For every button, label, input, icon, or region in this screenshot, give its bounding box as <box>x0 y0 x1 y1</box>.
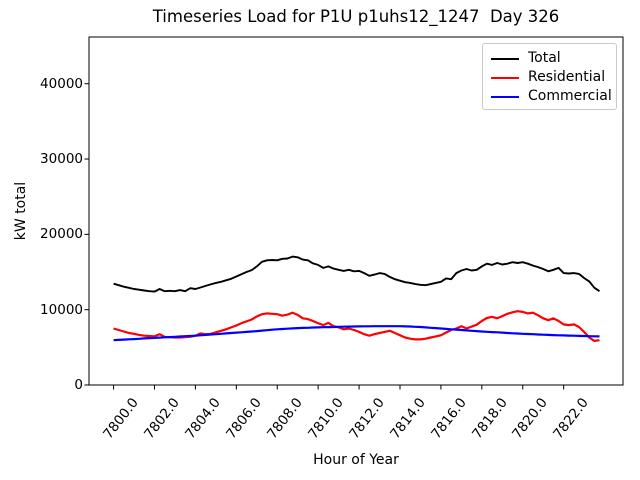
legend-line-commercial <box>491 95 519 98</box>
series-line-commercial <box>113 325 600 342</box>
series-line-total <box>113 255 601 293</box>
y-tick-label: 30000 <box>40 151 83 168</box>
legend-item-total: Total <box>491 49 608 68</box>
legend: Total Residential Commercial <box>482 43 617 110</box>
y-tick-label: 0 <box>74 377 83 393</box>
y-tick-label: 40000 <box>40 75 83 92</box>
legend-line-total <box>491 57 519 60</box>
chart-title: Timeseries Load for P1U p1uhs12_1247 Day… <box>152 7 560 26</box>
legend-item-residential: Residential <box>491 68 608 87</box>
legend-label-commercial: Commercial <box>528 88 612 104</box>
y-tick-label: 20000 <box>40 226 83 243</box>
legend-label-total: Total <box>528 50 561 66</box>
axes-frame <box>88 36 624 386</box>
legend-line-residential <box>491 76 519 79</box>
x-axis-label: Hour of Year <box>313 452 399 468</box>
y-tick-label: 10000 <box>40 301 83 318</box>
legend-label-residential: Residential <box>528 69 606 85</box>
legend-item-commercial: Commercial <box>491 87 612 106</box>
